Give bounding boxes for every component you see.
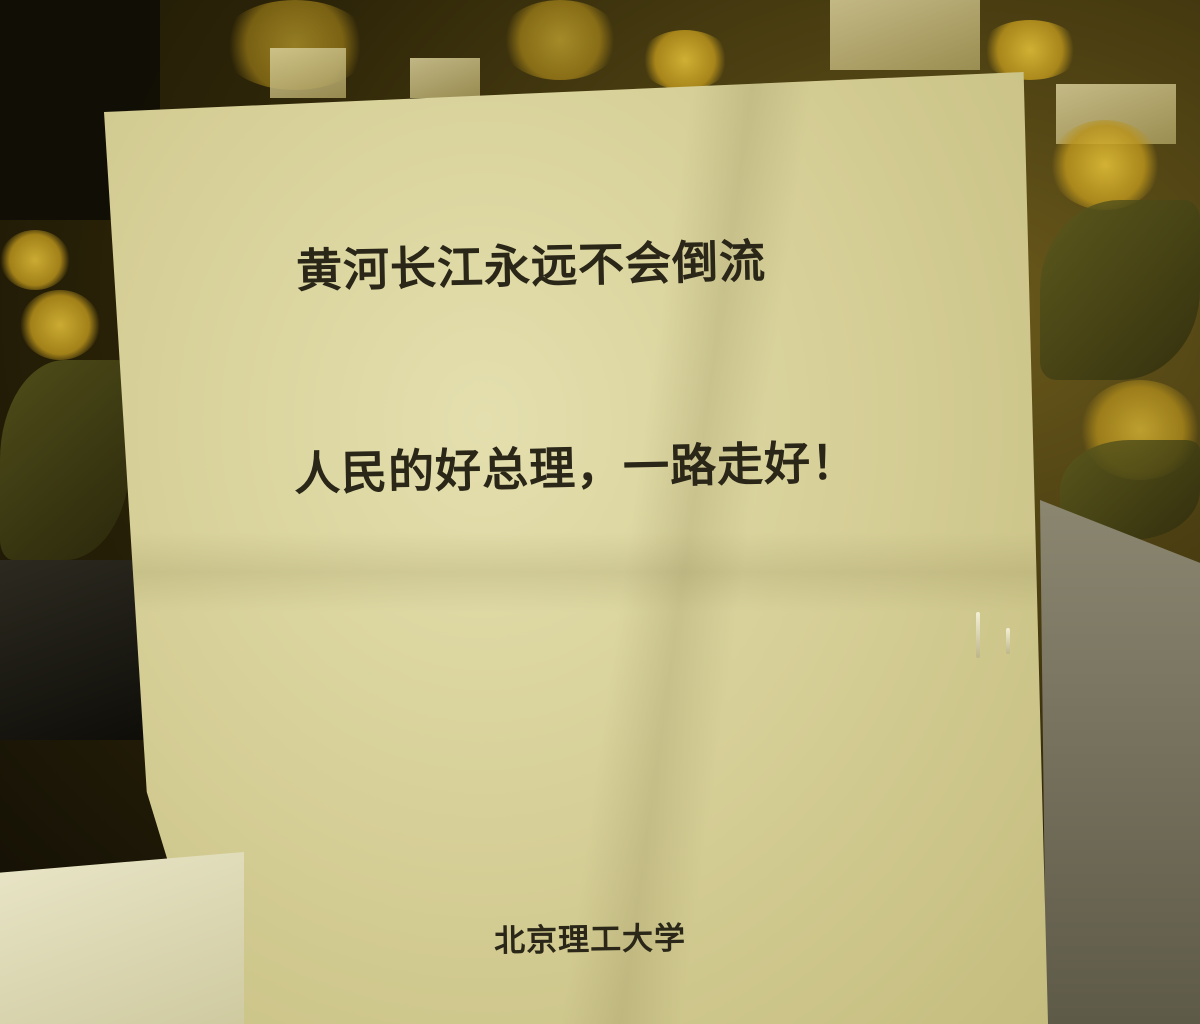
card-scrap <box>830 0 980 70</box>
flower <box>0 230 70 290</box>
paper-fold <box>104 532 1050 612</box>
notice-signature: 北京理工大学 <box>493 920 687 960</box>
flower <box>500 0 620 80</box>
card-scrap <box>410 58 480 98</box>
leaf <box>0 360 130 560</box>
flower <box>640 30 730 90</box>
leaf <box>1040 200 1200 380</box>
dark-wrapping <box>0 560 150 740</box>
tape-mark <box>1006 628 1010 654</box>
flower <box>980 20 1080 80</box>
memorial-notice: 黄河长江永远不会倒流 人民的好总理，一路走好！ 北京理工大学 <box>104 72 1050 1024</box>
background-paper-left <box>0 852 244 1024</box>
notice-line-2: 人民的好总理，一路走好！ <box>293 435 859 501</box>
card-scrap <box>270 48 346 98</box>
flower <box>1050 120 1160 210</box>
flower <box>20 290 100 360</box>
tape-mark <box>976 612 980 658</box>
notice-line-1: 黄河长江永远不会倒流 <box>295 234 767 298</box>
background-paper-right <box>1040 500 1200 1024</box>
